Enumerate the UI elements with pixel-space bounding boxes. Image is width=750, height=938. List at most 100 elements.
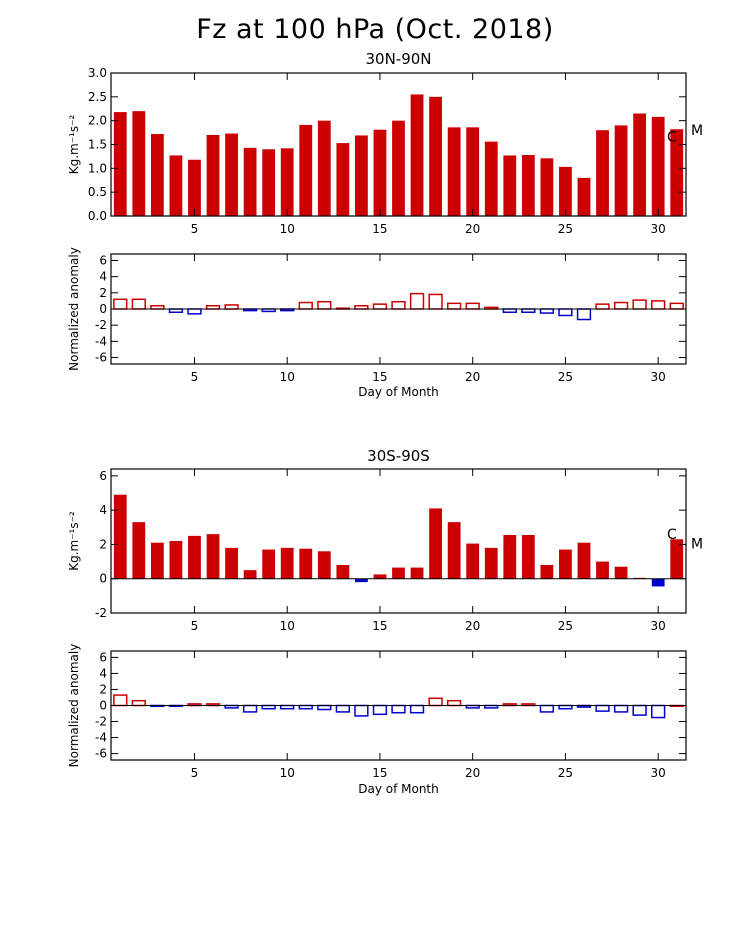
bar-day-17 xyxy=(410,567,424,579)
bar-day-24 xyxy=(540,158,554,216)
bar-day-9 xyxy=(262,149,276,216)
bar-day-14 xyxy=(355,135,368,216)
bar-day-17 xyxy=(409,704,425,714)
x-tick-label: 10 xyxy=(280,222,295,236)
x-tick-label: 10 xyxy=(280,766,295,780)
bar-day-16 xyxy=(392,567,405,579)
bar-day-11 xyxy=(298,301,313,310)
y-tick-label: 6 xyxy=(99,469,107,483)
bar-day-18 xyxy=(428,697,443,707)
bar-day-12 xyxy=(317,704,332,711)
bar-day-9 xyxy=(262,549,276,579)
y-tick-label: -2 xyxy=(95,715,107,729)
y-tick-label: 0 xyxy=(99,302,107,316)
bar-day-1 xyxy=(113,112,127,216)
y-tick-label: 0 xyxy=(99,699,107,713)
bar-day-18 xyxy=(428,293,443,310)
y-tick-label: 6 xyxy=(99,650,107,664)
figure-title: Fz at 100 hPa (Oct. 2018) xyxy=(196,14,554,45)
x-tick-label: 20 xyxy=(465,222,480,236)
y-tick-label: -4 xyxy=(95,334,107,348)
bar-day-5 xyxy=(188,535,201,579)
bar-day-2 xyxy=(131,699,146,707)
bar-day-27 xyxy=(595,303,610,310)
panel-title: 30N-90N xyxy=(365,50,431,68)
x-tick-label: 30 xyxy=(651,766,666,780)
x-tick-label: 30 xyxy=(651,619,666,633)
bar-day-11 xyxy=(299,124,313,216)
bar-day-22 xyxy=(503,535,517,579)
bar-day-26 xyxy=(577,177,591,216)
y-axis-label: Normalized anomaly xyxy=(67,247,81,371)
bar-day-4 xyxy=(169,155,183,216)
bar-day-29 xyxy=(633,113,647,216)
bar-day-5 xyxy=(188,159,201,216)
bar-day-28 xyxy=(614,566,628,579)
bar-day-7 xyxy=(224,304,239,310)
bar-day-8 xyxy=(243,570,257,579)
bar-day-1 xyxy=(113,298,128,310)
y-tick-label: -4 xyxy=(95,731,107,745)
x-tick-label: 5 xyxy=(191,766,199,780)
x-tick-label: 5 xyxy=(191,619,199,633)
bar-day-20 xyxy=(466,543,480,579)
x-tick-label: 5 xyxy=(191,370,199,384)
bar-day-1 xyxy=(113,494,127,579)
bar-day-24 xyxy=(540,565,554,579)
bar-day-3 xyxy=(150,134,164,216)
y-tick-label: 2.0 xyxy=(88,114,107,128)
y-tick-label: -6 xyxy=(95,747,107,761)
chart-panel-2: -6 -4 -2 0 2 4 6 5 10 15 20 25 30 Normalized anomaly D… xyxy=(67,247,687,399)
bar-day-11 xyxy=(299,548,313,579)
bar-day-28 xyxy=(614,125,628,216)
annotation-c: C xyxy=(667,527,677,543)
bar-day-18 xyxy=(429,96,442,216)
bar-day-13 xyxy=(335,704,351,713)
bar-day-14 xyxy=(355,578,368,583)
bar-day-7 xyxy=(225,133,238,216)
bar-day-22 xyxy=(503,155,517,216)
bar-day-19 xyxy=(446,302,462,310)
bar-day-12 xyxy=(317,300,332,310)
bar-day-20 xyxy=(465,302,480,310)
bar-day-2 xyxy=(132,111,146,216)
bar-day-25 xyxy=(558,308,573,317)
bar-day-1 xyxy=(113,694,128,707)
chart-panel-1: 0.0 0.5 1.0 1.5 2.0 2.5 3.0 5 10 15 20 25 30 30N-90N K… xyxy=(67,50,703,236)
bar-day-30 xyxy=(651,578,665,587)
x-tick-label: 25 xyxy=(558,222,573,236)
bar-day-21 xyxy=(484,547,498,579)
bar-day-23 xyxy=(521,535,535,579)
bar-day-13 xyxy=(336,565,350,579)
bar-day-19 xyxy=(447,127,461,216)
bar-day-3 xyxy=(150,542,164,579)
x-tick-label: 30 xyxy=(651,370,666,384)
bar-day-12 xyxy=(317,551,331,579)
bar-day-25 xyxy=(559,549,572,579)
bar-day-18 xyxy=(429,508,442,579)
bar-day-15 xyxy=(372,704,388,716)
bar-day-29 xyxy=(632,704,647,716)
x-tick-label: 30 xyxy=(651,222,666,236)
bar-day-31 xyxy=(670,539,684,579)
bar-day-27 xyxy=(596,561,609,579)
chart-panel-3: -2 0 2 4 6 5 10 15 20 25 30 30S-90S Kg.m⁻¹s⁻² CM xyxy=(67,447,703,633)
bar-day-23 xyxy=(521,154,535,216)
bar-day-27 xyxy=(596,130,609,216)
y-tick-label: -2 xyxy=(95,318,107,332)
y-tick-label: 6 xyxy=(99,253,107,267)
x-tick-label: 15 xyxy=(372,619,387,633)
bar-day-25 xyxy=(559,166,572,216)
y-tick-label: 1.0 xyxy=(88,161,107,175)
bar-day-17 xyxy=(409,292,425,310)
x-tick-label: 15 xyxy=(372,766,387,780)
bar-day-29 xyxy=(632,299,647,310)
x-tick-label: 5 xyxy=(191,222,199,236)
x-tick-label: 25 xyxy=(558,766,573,780)
bar-day-20 xyxy=(466,127,480,216)
bar-day-5 xyxy=(187,308,202,315)
y-tick-label: -2 xyxy=(95,606,107,620)
bar-day-27 xyxy=(595,704,610,712)
bar-day-15 xyxy=(372,303,388,310)
